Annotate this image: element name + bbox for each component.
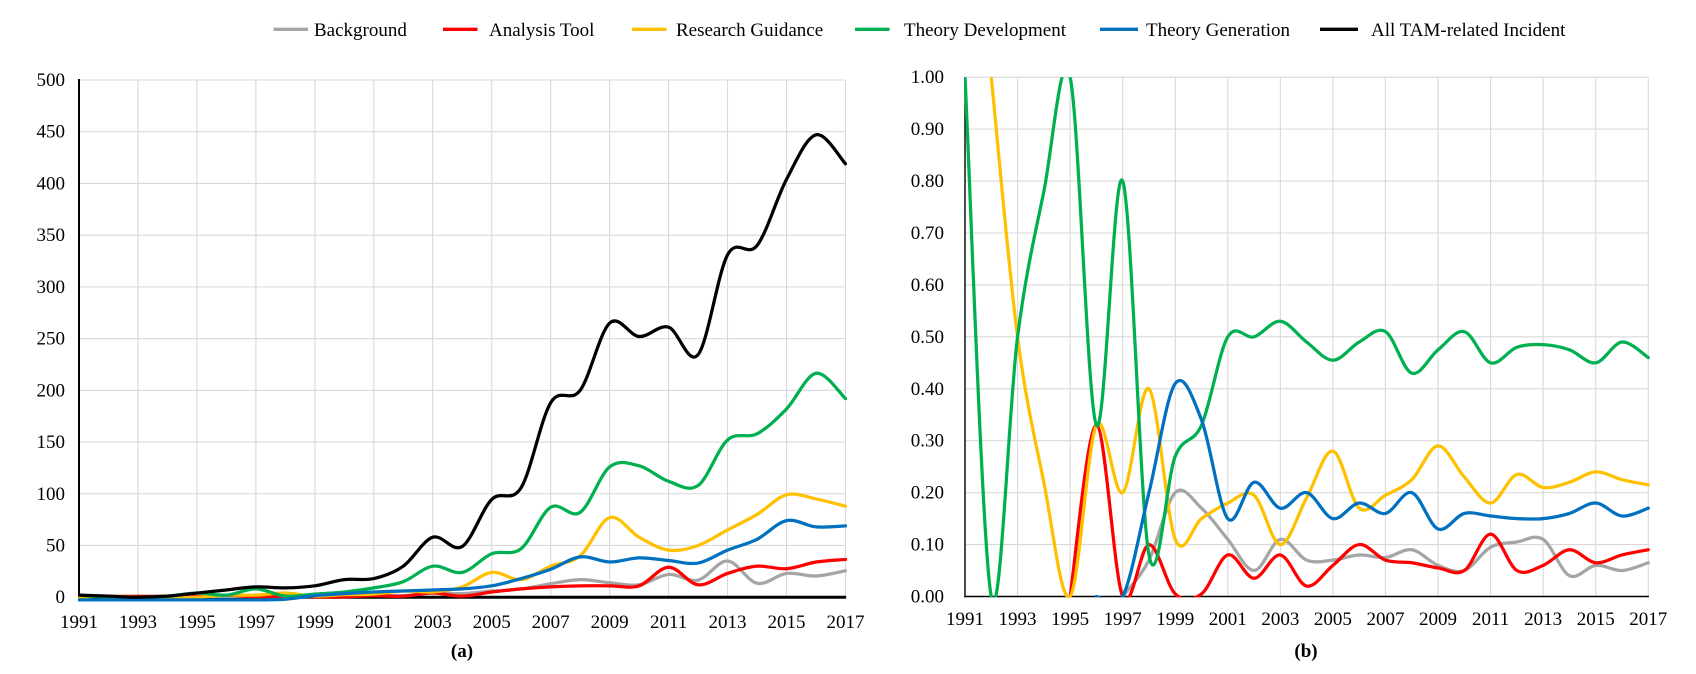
svg-text:2005: 2005 bbox=[1314, 609, 1352, 630]
svg-text:1.00: 1.00 bbox=[911, 67, 944, 88]
svg-text:2011: 2011 bbox=[650, 612, 687, 633]
svg-text:0.50: 0.50 bbox=[911, 327, 944, 348]
svg-text:250: 250 bbox=[37, 329, 66, 350]
svg-text:2017: 2017 bbox=[826, 612, 864, 633]
svg-text:1991: 1991 bbox=[60, 612, 98, 633]
svg-text:0.30: 0.30 bbox=[911, 431, 944, 452]
svg-text:2011: 2011 bbox=[1472, 609, 1509, 630]
svg-text:0.40: 0.40 bbox=[911, 379, 944, 400]
svg-text:1999: 1999 bbox=[1156, 609, 1194, 630]
svg-text:2009: 2009 bbox=[591, 612, 629, 633]
svg-text:2013: 2013 bbox=[709, 612, 747, 633]
svg-text:Research Guidance: Research Guidance bbox=[676, 20, 823, 41]
svg-text:2007: 2007 bbox=[532, 612, 570, 633]
svg-text:2009: 2009 bbox=[1419, 609, 1457, 630]
svg-text:500: 500 bbox=[37, 70, 66, 91]
svg-text:0: 0 bbox=[56, 587, 66, 608]
svg-text:2015: 2015 bbox=[1577, 609, 1615, 630]
svg-text:1993: 1993 bbox=[999, 609, 1037, 630]
svg-text:Analysis Tool: Analysis Tool bbox=[489, 20, 594, 41]
svg-text:0.10: 0.10 bbox=[911, 535, 944, 556]
svg-text:0.00: 0.00 bbox=[911, 587, 944, 608]
svg-text:450: 450 bbox=[37, 122, 66, 143]
svg-text:(a): (a) bbox=[451, 641, 473, 662]
svg-text:0.70: 0.70 bbox=[911, 223, 944, 244]
svg-text:2003: 2003 bbox=[1261, 609, 1299, 630]
svg-text:Theory Development: Theory Development bbox=[904, 20, 1067, 41]
svg-text:0.20: 0.20 bbox=[911, 483, 944, 504]
svg-text:2001: 2001 bbox=[1209, 609, 1247, 630]
svg-text:400: 400 bbox=[37, 173, 66, 194]
svg-text:0.60: 0.60 bbox=[911, 275, 944, 296]
svg-text:1993: 1993 bbox=[119, 612, 157, 633]
svg-text:Theory Generation: Theory Generation bbox=[1146, 20, 1291, 41]
svg-text:1995: 1995 bbox=[178, 612, 216, 633]
svg-text:2003: 2003 bbox=[414, 612, 452, 633]
svg-text:2017: 2017 bbox=[1629, 609, 1667, 630]
svg-text:1997: 1997 bbox=[237, 612, 275, 633]
svg-text:2005: 2005 bbox=[473, 612, 511, 633]
svg-text:200: 200 bbox=[37, 380, 66, 401]
svg-text:2001: 2001 bbox=[355, 612, 393, 633]
svg-text:0.80: 0.80 bbox=[911, 171, 944, 192]
svg-text:1995: 1995 bbox=[1051, 609, 1089, 630]
svg-text:All TAM-related Incident: All TAM-related Incident bbox=[1371, 20, 1566, 41]
svg-text:350: 350 bbox=[37, 225, 66, 246]
svg-text:2007: 2007 bbox=[1366, 609, 1404, 630]
svg-text:1997: 1997 bbox=[1104, 609, 1142, 630]
svg-text:50: 50 bbox=[46, 535, 65, 556]
svg-text:1991: 1991 bbox=[946, 609, 984, 630]
svg-text:Background: Background bbox=[314, 20, 407, 41]
svg-text:2013: 2013 bbox=[1524, 609, 1562, 630]
svg-text:150: 150 bbox=[37, 432, 66, 453]
svg-text:1999: 1999 bbox=[296, 612, 334, 633]
svg-text:(b): (b) bbox=[1294, 641, 1317, 662]
svg-text:0.90: 0.90 bbox=[911, 119, 944, 140]
svg-text:2015: 2015 bbox=[768, 612, 806, 633]
svg-text:300: 300 bbox=[37, 277, 66, 298]
svg-text:100: 100 bbox=[37, 484, 66, 505]
